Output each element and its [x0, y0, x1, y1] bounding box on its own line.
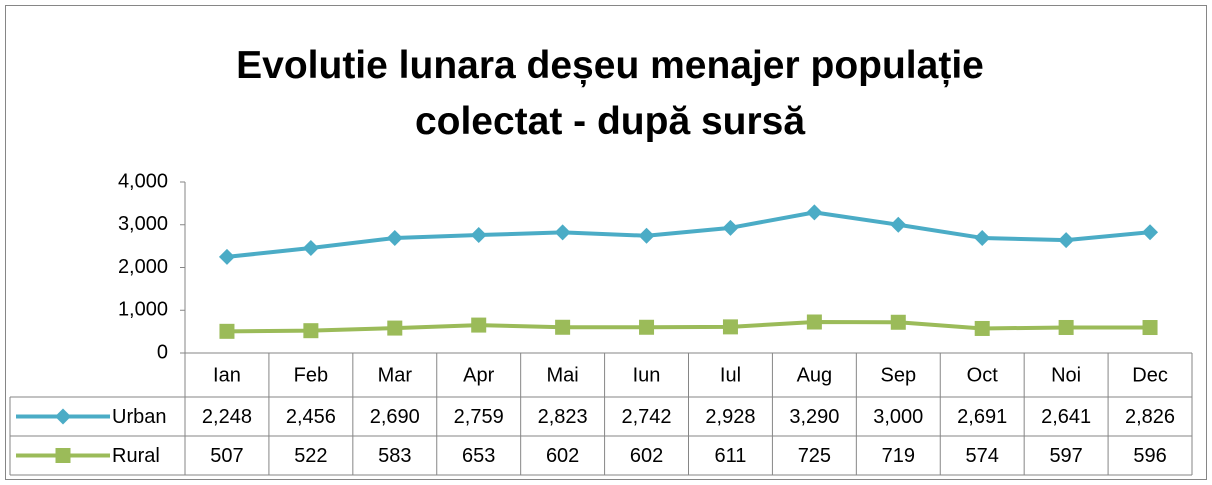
- x-tick-label: Mai: [547, 364, 579, 386]
- marker: [555, 319, 571, 335]
- data-table-value: 725: [798, 445, 831, 467]
- x-tick-label: Oct: [967, 364, 999, 386]
- marker: [386, 230, 403, 247]
- marker: [471, 317, 487, 333]
- marker: [1142, 224, 1159, 241]
- y-tick-label: 2,000: [118, 256, 168, 278]
- x-tick-label: Aug: [797, 364, 833, 386]
- marker: [470, 227, 487, 244]
- marker: [1142, 320, 1158, 336]
- data-table-value: 583: [378, 445, 411, 467]
- data-table-value: 507: [210, 445, 243, 467]
- series-line: [226, 320, 1151, 334]
- marker: [974, 229, 991, 246]
- x-tick-label: Sep: [880, 364, 916, 386]
- x-tick-label: Iun: [633, 364, 661, 386]
- x-tick-label: Feb: [294, 364, 328, 386]
- data-table-value: 2,691: [957, 406, 1007, 428]
- marker: [890, 216, 907, 233]
- data-table-value: 597: [1049, 445, 1082, 467]
- marker: [722, 219, 739, 236]
- chart-title: Evolutie lunara deșeu menajer populație …: [236, 44, 984, 143]
- legend-marker: [55, 408, 71, 425]
- marker: [554, 224, 571, 241]
- data-table-value: 2,823: [538, 406, 588, 428]
- data-table-value: 602: [630, 445, 663, 467]
- data-table-value: 719: [882, 445, 915, 467]
- x-tick-label: Iul: [720, 364, 741, 386]
- x-tick-label: Apr: [463, 364, 494, 386]
- marker: [302, 240, 319, 257]
- x-tick-label: Noi: [1051, 364, 1081, 386]
- data-table-value: 574: [966, 445, 999, 467]
- data-table-value: 2,928: [705, 406, 755, 428]
- marker: [1058, 319, 1074, 335]
- data-table-value: 602: [546, 445, 579, 467]
- data-table-value: 2,826: [1125, 406, 1175, 428]
- data-table-value: 596: [1133, 445, 1166, 467]
- marker: [303, 323, 319, 339]
- y-tick-label: 4,000: [118, 170, 168, 192]
- x-tick-label: Dec: [1132, 364, 1168, 386]
- data-table-value: 2,742: [622, 406, 672, 428]
- data-table-value: 3,290: [789, 406, 839, 428]
- legend-label: Urban: [112, 406, 166, 428]
- data-table-value: 611: [715, 445, 747, 467]
- legend-label: Rural: [112, 445, 160, 467]
- series-line: [226, 210, 1151, 259]
- marker: [639, 319, 655, 335]
- marker: [890, 314, 906, 330]
- y-tick-label: 3,000: [118, 213, 168, 235]
- data-table-value: 2,759: [454, 406, 504, 428]
- x-tick-label: Mar: [378, 364, 413, 386]
- marker: [218, 248, 235, 265]
- y-tick-label: 0: [157, 341, 168, 363]
- chart-border: [5, 5, 1207, 480]
- data-table-value: 3,000: [873, 406, 923, 428]
- data-table-value: 2,248: [202, 406, 252, 428]
- marker: [219, 323, 235, 339]
- data-table-value: 653: [462, 445, 495, 467]
- y-tick-label: 1,000: [118, 299, 168, 321]
- marker: [1058, 232, 1075, 249]
- marker: [387, 320, 403, 336]
- marker: [806, 204, 823, 221]
- data-table-value: 2,641: [1041, 406, 1091, 428]
- data-table-value: 2,690: [370, 406, 420, 428]
- data-table-value: 2,456: [286, 406, 336, 428]
- marker: [974, 320, 990, 336]
- x-tick-label: Ian: [213, 364, 241, 386]
- legend-marker: [55, 448, 71, 463]
- marker: [722, 319, 738, 335]
- data-table-value: 522: [294, 445, 327, 467]
- marker: [806, 314, 822, 330]
- marker: [638, 227, 655, 244]
